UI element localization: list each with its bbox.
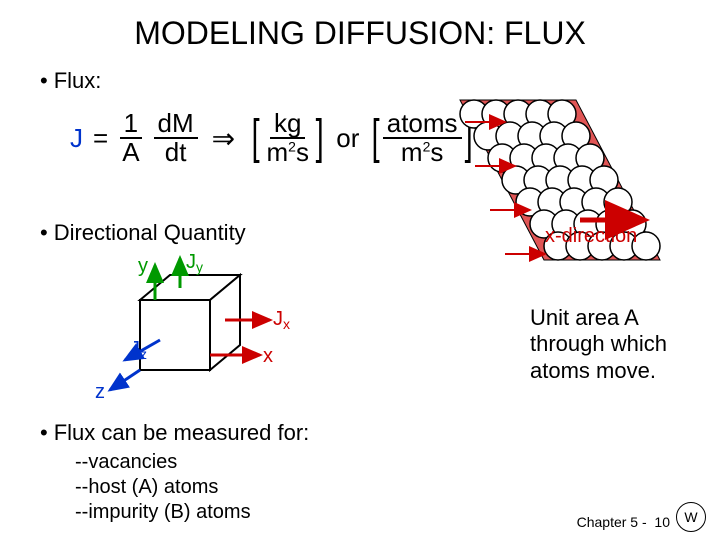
bullet-flux-text: Flux: [54, 68, 102, 93]
sub-vacancies: --vacancies [75, 450, 251, 475]
slide-title: MODELING DIFFUSION: FLUX [0, 15, 720, 52]
bullet-dot-3: • [40, 420, 48, 445]
atom-plane-diagram [450, 90, 670, 320]
eq-unit2-s: s [430, 137, 443, 167]
publisher-logo-icon: W [676, 502, 706, 532]
footer: Chapter 5 - 10 [577, 514, 670, 530]
bullet-dir-text: Directional Quantity [54, 220, 246, 245]
lbracket2-icon: [ [372, 114, 380, 162]
eq-dM: dM [154, 110, 198, 139]
bullet-dot: • [40, 68, 48, 93]
eq-unit1-m: m [266, 137, 288, 167]
bullet-meas-text: Flux can be measured for: [54, 420, 310, 445]
eq-unit1-s: s [296, 137, 309, 167]
plane-svg [450, 90, 670, 320]
cube-Jy-label: Jy [186, 251, 203, 275]
sub-host: --host (A) atoms [75, 475, 251, 500]
footer-page: 10 [654, 514, 670, 530]
eq-or: or [336, 123, 359, 154]
eq-implies: ⇒ [208, 122, 239, 155]
eq-unit1-exp: 2 [288, 139, 296, 155]
eq-dt: dt [161, 139, 191, 166]
bullet-flux: •Flux: [40, 68, 101, 94]
eq-unit2-den: m2s [397, 139, 447, 166]
cube-svg: y Jy x Jx z Jz [100, 260, 300, 400]
cube-z-label: z [95, 381, 105, 403]
bullet-dot-2: • [40, 220, 48, 245]
cube-y-label: y [138, 255, 148, 277]
eq-unit1: [ kg m2s ] [249, 110, 326, 167]
eq-unit1-den: m2s [262, 139, 312, 166]
eq-unit1-num: kg [270, 110, 305, 139]
eq-unit2-m: m [401, 137, 423, 167]
measured-sublist: --vacancies --host (A) atoms --impurity … [75, 450, 251, 525]
logo-text: W [684, 509, 697, 525]
x-direction-label: x-direction [545, 225, 637, 248]
cube-x-label: x [263, 345, 273, 367]
eq-equals: = [93, 123, 108, 154]
eq-frac-1A: 1 A [118, 110, 143, 167]
eq-A: A [118, 139, 143, 166]
eq-unit1-frac: kg m2s [262, 110, 312, 167]
footer-chapter: Chapter 5 - [577, 514, 647, 530]
lbracket-icon: [ [252, 114, 260, 162]
slide-root: MODELING DIFFUSION: FLUX •Flux: J = 1 A … [0, 0, 720, 540]
unit-area-text: Unit area A through which atoms move. [530, 305, 700, 384]
sub-impurity: --impurity (B) atoms [75, 500, 251, 525]
flux-equation: J = 1 A dM dt ⇒ [ kg m2s ] or [ atoms [70, 110, 475, 167]
rbracket-icon: ] [316, 114, 324, 162]
eq-J: J [70, 123, 83, 154]
bullet-directional: •Directional Quantity [40, 220, 246, 246]
eq-frac-dMdt: dM dt [154, 110, 198, 167]
cube-diagram: y Jy x Jx z Jz [100, 260, 300, 400]
bullet-measured: •Flux can be measured for: [40, 420, 309, 446]
eq-1: 1 [120, 110, 142, 139]
cube-Jx-label: Jx [273, 308, 290, 332]
